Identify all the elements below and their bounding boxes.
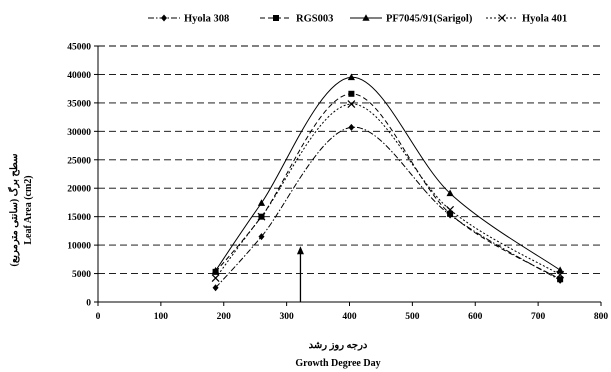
arrow-head (296, 246, 304, 255)
series-0-point-1 (258, 233, 265, 241)
x-tick-label-200: 200 (217, 312, 232, 322)
grid-lines (98, 45, 601, 275)
series-2-point-3 (446, 189, 454, 197)
series-1-point-3 (447, 210, 454, 217)
x-axis-label-english: Growth Degree Day (295, 358, 380, 369)
x-tick-label-400: 400 (342, 312, 357, 322)
series-2-point-1 (257, 199, 266, 206)
x-tick-label-800: 800 (594, 312, 609, 322)
annotation-group (296, 246, 304, 302)
series-line-3 (215, 103, 561, 279)
y-tick-label-20000: 20000 (67, 185, 91, 195)
x-tick-label-0: 0 (96, 312, 101, 322)
legend-label-1: RGS003 (296, 14, 333, 25)
legend: Hyola 308 RGS003 PF7045/91(Sarigol) Hyola 4… (148, 14, 567, 25)
series-3-point-0 (211, 274, 220, 283)
series-1 (212, 90, 564, 283)
series-group (211, 73, 565, 292)
y-tick-label-5000: 5000 (72, 270, 91, 280)
series-0-point-0 (212, 284, 219, 292)
x-tick-label-700: 700 (531, 312, 546, 322)
x-tick-label-500: 500 (405, 312, 420, 322)
x-axis-label-persian: درجه روز رشد (309, 340, 368, 351)
series-2-point-4 (556, 266, 564, 273)
y-tick-label-40000: 40000 (67, 71, 91, 81)
x-tick-label-600: 600 (468, 312, 483, 322)
y-tick-label-0: 0 (86, 299, 91, 309)
legend-marker-0 (161, 14, 167, 22)
legend-item-1: RGS003 (260, 14, 333, 25)
legend-item-2: PF7045/91(Sarigol) (350, 14, 473, 25)
y-tick-label-45000: 45000 (67, 43, 91, 53)
y-tick-label-25000: 25000 (67, 156, 91, 166)
series-2 (211, 73, 564, 274)
x-tick-label-100: 100 (154, 312, 169, 322)
y-tick-label-35000: 35000 (67, 99, 91, 109)
series-line-2 (215, 76, 561, 271)
series-1-point-2 (348, 90, 355, 97)
axes: 0500010000150002000025000300003500040000… (67, 43, 608, 323)
series-1-point-4 (557, 276, 564, 283)
series-3-point-4 (556, 270, 565, 279)
legend-item-3: Hyola 401 (486, 14, 567, 25)
y-axis-label-english: Leaf Area (cm2) (23, 175, 34, 244)
legend-label-0: Hyola 308 (184, 14, 229, 25)
legend-marker-2 (362, 14, 370, 21)
legend-label-3: Hyola 401 (522, 14, 567, 25)
y-tick-label-15000: 15000 (67, 213, 91, 223)
series-0 (212, 123, 564, 292)
x-tick-label-300: 300 (280, 312, 295, 322)
series-0-point-2 (348, 123, 355, 131)
series-line-1 (215, 93, 561, 280)
series-2-point-2 (347, 73, 355, 81)
y-tick-label-30000: 30000 (67, 128, 91, 138)
series-line-0 (215, 126, 561, 289)
legend-label-2: PF7045/91(Sarigol) (386, 14, 473, 25)
y-axis-label-persian: سطح برگ (سانتی مترمربع) (7, 154, 20, 267)
legend-marker-3 (498, 14, 506, 22)
series-3-point-2 (347, 100, 356, 108)
series-3-point-1 (257, 212, 266, 221)
series-3-point-3 (446, 205, 455, 214)
legend-marker-1 (273, 15, 279, 21)
y-tick-label-10000: 10000 (67, 242, 91, 252)
series-2-point-0 (211, 266, 220, 274)
legend-item-0: Hyola 308 (148, 14, 229, 25)
series-3 (211, 100, 565, 283)
